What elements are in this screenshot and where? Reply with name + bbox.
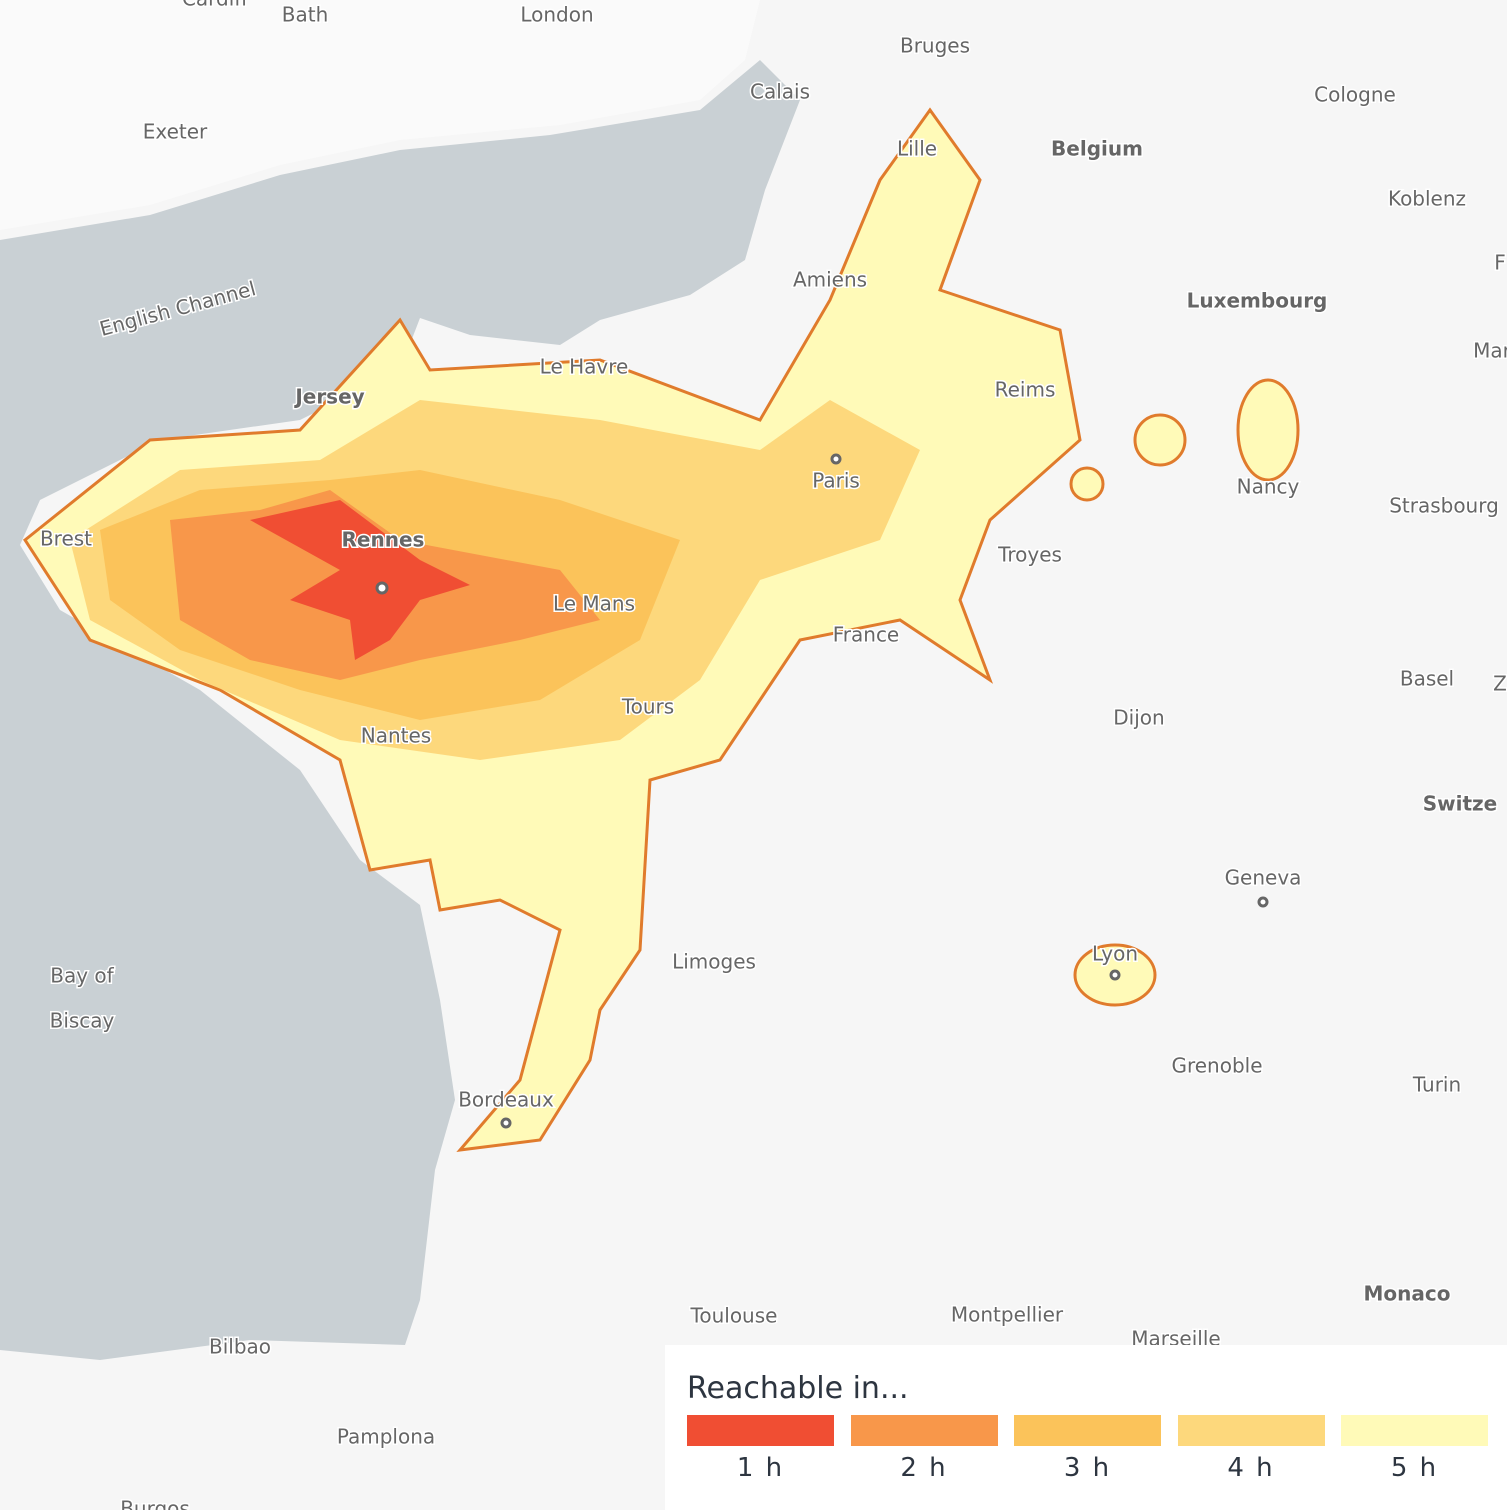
place-label: Pamplona (337, 1425, 435, 1449)
isochrone-nancy (1236, 378, 1300, 482)
place-label: Bay of (50, 964, 114, 988)
place-label: Nancy (1237, 475, 1300, 499)
place-label: Koblenz (1388, 187, 1466, 211)
place-label: Rennes (342, 528, 425, 552)
place-label: Switze (1423, 792, 1498, 816)
place-label: Basel (1400, 667, 1454, 691)
place-label: Luxembourg (1187, 289, 1328, 313)
place-label: Turin (1412, 1073, 1461, 1097)
legend-label: 2 h (900, 1453, 948, 1483)
place-label: Reims (995, 378, 1056, 402)
legend-label: 5 h (1390, 1453, 1439, 1483)
place-label: Lille (897, 137, 937, 161)
place-label: Grenoble (1171, 1054, 1262, 1078)
place-label: Bath (282, 3, 329, 27)
place-label: Amiens (793, 268, 867, 292)
city-dot (500, 1117, 512, 1129)
place-label: Calais (750, 80, 810, 104)
legend-swatch (1341, 1415, 1488, 1446)
place-label: Biscay (50, 1009, 115, 1033)
legend-swatch (1014, 1415, 1161, 1446)
place-label: Le Havre (540, 355, 629, 379)
legend-swatch (687, 1415, 834, 1446)
isochrone-1h (250, 500, 470, 660)
place-label: Brest (40, 527, 92, 551)
city-dot (1109, 969, 1121, 981)
place-label: London (520, 3, 593, 27)
place-label: Bordeaux (458, 1088, 554, 1112)
place-label: Strasbourg (1389, 494, 1499, 518)
place-label: Nantes (361, 724, 431, 748)
place-label: Bruges (900, 34, 970, 58)
place-label: Dijon (1113, 706, 1164, 730)
isochrone-spot (1069, 466, 1105, 502)
legend-label: 1 h (736, 1453, 785, 1483)
legend-label: 4 h (1227, 1453, 1275, 1483)
place-label: Troyes (997, 543, 1062, 567)
place-label: Lyon (1092, 942, 1138, 966)
place-label: Montpellier (951, 1303, 1064, 1327)
place-label: Paris (812, 469, 860, 493)
legend-swatch (1177, 1415, 1325, 1446)
england-coast (0, 0, 760, 230)
legend: Reachable in... 1 h 2 h 3 h 4 h 5 h (665, 1345, 1507, 1510)
place-label: Cologne (1314, 83, 1396, 107)
place-label: Mar (1473, 339, 1507, 363)
isochrone-spot (1133, 413, 1187, 467)
sea (0, 60, 800, 1360)
place-label: Geneva (1225, 866, 1302, 890)
place-label: Burgos (120, 1497, 190, 1510)
place-label: Monaco (1364, 1282, 1451, 1306)
place-label: France (833, 623, 900, 647)
place-label: Cardiff (182, 0, 249, 11)
city-dot (375, 581, 389, 595)
place-label: Limoges (672, 950, 756, 974)
place-label: Jersey (293, 385, 364, 409)
legend-label: 3 h (1063, 1453, 1112, 1483)
legend-swatch (850, 1415, 998, 1446)
place-label: Toulouse (690, 1304, 778, 1328)
place-label: Le Mans (553, 592, 635, 616)
city-dots (375, 453, 1269, 1129)
legend-title: Reachable in... (687, 1371, 909, 1406)
city-dot (830, 453, 842, 465)
place-label: Z (1493, 672, 1507, 696)
place-label: Tours (621, 695, 674, 719)
place-label: Bilbao (209, 1335, 271, 1359)
city-dot (1257, 896, 1269, 908)
place-label: Belgium (1051, 137, 1143, 161)
isochrones (23, 107, 1300, 1152)
place-label: Exeter (143, 120, 208, 144)
place-label: F (1494, 251, 1506, 275)
